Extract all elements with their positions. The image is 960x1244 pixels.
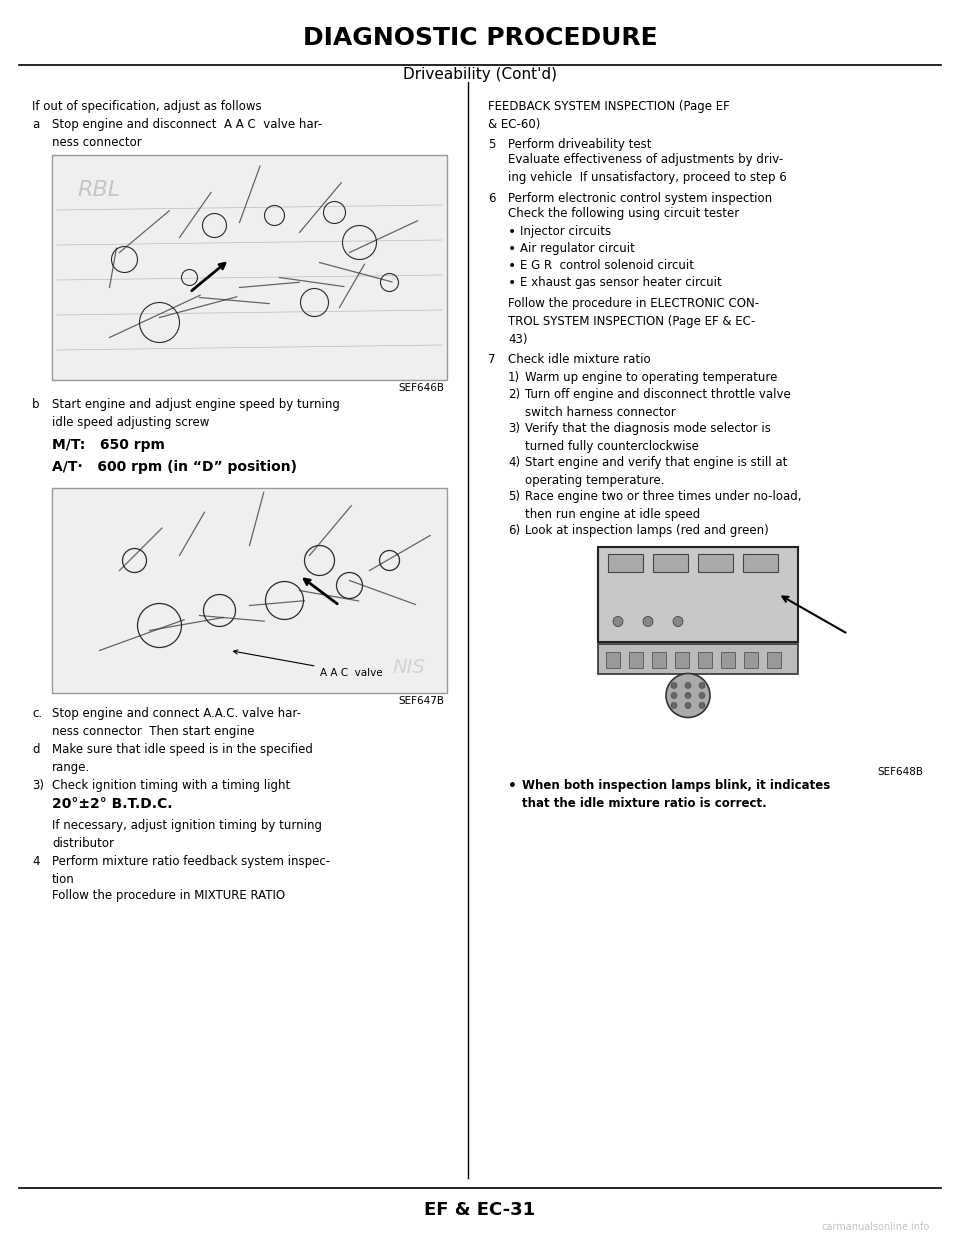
Text: E G R  control solenoid circuit: E G R control solenoid circuit — [520, 259, 694, 272]
Circle shape — [671, 693, 677, 698]
Text: Evaluate effectiveness of adjustments by driv-
ing vehicle  If unsatisfactory, p: Evaluate effectiveness of adjustments by… — [508, 153, 787, 184]
Text: M/T:   650 rpm: M/T: 650 rpm — [52, 438, 165, 452]
Text: FEEDBACK SYSTEM INSPECTION (Page EF
& EC-60): FEEDBACK SYSTEM INSPECTION (Page EF & EC… — [488, 100, 730, 131]
Text: 20°±2° B.T.D.C.: 20°±2° B.T.D.C. — [52, 797, 173, 811]
Bar — [652, 652, 666, 668]
Circle shape — [671, 683, 677, 688]
Text: Start engine and verify that engine is still at
operating temperature.: Start engine and verify that engine is s… — [525, 457, 787, 486]
Bar — [653, 554, 688, 571]
Bar — [52, 156, 447, 379]
Text: Air regulator circuit: Air regulator circuit — [520, 243, 635, 255]
Text: •: • — [508, 259, 516, 272]
Text: •: • — [508, 779, 516, 792]
Text: 1): 1) — [508, 371, 520, 384]
Bar — [598, 643, 798, 673]
Text: NIS: NIS — [392, 658, 424, 677]
Text: Make sure that idle speed is in the specified
range.: Make sure that idle speed is in the spec… — [52, 743, 313, 774]
Text: c.: c. — [32, 707, 42, 720]
Text: 5: 5 — [488, 138, 495, 151]
Text: Perform driveability test: Perform driveability test — [508, 138, 652, 151]
Text: SEF648B: SEF648B — [877, 768, 923, 778]
Text: 5): 5) — [508, 490, 520, 503]
Text: Driveability (Cont'd): Driveability (Cont'd) — [403, 67, 557, 82]
Text: A/T·   600 rpm (in “D” position): A/T· 600 rpm (in “D” position) — [52, 460, 297, 474]
Text: Check the following using circuit tester: Check the following using circuit tester — [508, 207, 739, 220]
Text: Warm up engine to operating temperature: Warm up engine to operating temperature — [525, 371, 778, 384]
Bar — [698, 652, 712, 668]
Text: 4: 4 — [32, 855, 39, 868]
Text: Follow the procedure in MIXTURE RATIO: Follow the procedure in MIXTURE RATIO — [52, 889, 285, 902]
Bar — [698, 554, 733, 571]
Bar — [743, 554, 778, 571]
Bar — [606, 652, 620, 668]
Text: Race engine two or three times under no-load,
then run engine at idle speed: Race engine two or three times under no-… — [525, 490, 802, 521]
Circle shape — [643, 617, 653, 627]
Bar — [721, 652, 735, 668]
Text: Check idle mixture ratio: Check idle mixture ratio — [508, 353, 651, 366]
Bar — [608, 554, 643, 571]
Text: carmanualsonline.info: carmanualsonline.info — [822, 1222, 930, 1232]
Bar — [508, 549, 928, 764]
Bar — [598, 546, 798, 642]
Text: Stop engine and disconnect  A A C  valve har-
ness connector: Stop engine and disconnect A A C valve h… — [52, 118, 323, 149]
Bar — [744, 652, 758, 668]
Bar — [52, 488, 447, 693]
Text: Turn off engine and disconnect throttle valve
switch harness connector: Turn off engine and disconnect throttle … — [525, 388, 791, 419]
Text: RBL: RBL — [77, 180, 120, 200]
Text: Check ignition timing with a timing light: Check ignition timing with a timing ligh… — [52, 779, 290, 792]
Text: EF & EC-31: EF & EC-31 — [424, 1200, 536, 1219]
Text: 7: 7 — [488, 353, 495, 366]
Text: Verify that the diagnosis mode selector is
turned fully counterclockwise: Verify that the diagnosis mode selector … — [525, 422, 771, 453]
Text: d: d — [32, 743, 39, 756]
Circle shape — [685, 703, 691, 709]
Text: Start engine and adjust engine speed by turning
idle speed adjusting screw: Start engine and adjust engine speed by … — [52, 398, 340, 429]
Circle shape — [685, 693, 691, 698]
Text: A A C  valve: A A C valve — [233, 649, 382, 678]
Text: Perform mixture ratio feedback system inspec-
tion: Perform mixture ratio feedback system in… — [52, 855, 330, 886]
Text: 4): 4) — [508, 457, 520, 469]
Text: 6): 6) — [508, 524, 520, 537]
Circle shape — [699, 693, 705, 698]
Circle shape — [666, 673, 710, 718]
Circle shape — [685, 683, 691, 688]
Text: E xhaust gas sensor heater circuit: E xhaust gas sensor heater circuit — [520, 276, 722, 289]
Bar — [675, 652, 689, 668]
Text: SEF647B: SEF647B — [398, 695, 444, 707]
Text: 6: 6 — [488, 192, 495, 205]
Text: If out of specification, adjust as follows: If out of specification, adjust as follo… — [32, 100, 262, 113]
Text: Injector circuits: Injector circuits — [520, 225, 612, 238]
Text: •: • — [508, 243, 516, 256]
Circle shape — [613, 617, 623, 627]
Text: •: • — [508, 225, 516, 239]
Text: Stop engine and connect A.A.C. valve har-
ness connector  Then start engine: Stop engine and connect A.A.C. valve har… — [52, 707, 301, 738]
Text: b: b — [32, 398, 39, 411]
Text: 3): 3) — [32, 779, 44, 792]
Text: 3): 3) — [508, 422, 520, 435]
Text: DIAGNOSTIC PROCEDURE: DIAGNOSTIC PROCEDURE — [302, 26, 658, 50]
Text: a: a — [32, 118, 39, 131]
Text: SEF646B: SEF646B — [398, 383, 444, 393]
Circle shape — [699, 683, 705, 688]
Text: When both inspection lamps blink, it indicates
that the idle mixture ratio is co: When both inspection lamps blink, it ind… — [522, 779, 830, 810]
Text: 2): 2) — [508, 388, 520, 401]
Bar — [767, 652, 781, 668]
Text: Follow the procedure in ELECTRONIC CON-
TROL SYSTEM INSPECTION (Page EF & EC-
43: Follow the procedure in ELECTRONIC CON- … — [508, 297, 759, 346]
Circle shape — [671, 703, 677, 709]
Text: Perform electronic control system inspection: Perform electronic control system inspec… — [508, 192, 772, 205]
Text: •: • — [508, 276, 516, 290]
Circle shape — [673, 617, 683, 627]
Text: Look at inspection lamps (red and green): Look at inspection lamps (red and green) — [525, 524, 769, 537]
Bar — [629, 652, 643, 668]
Text: If necessary, adjust ignition timing by turning
distributor: If necessary, adjust ignition timing by … — [52, 819, 322, 850]
Circle shape — [699, 703, 705, 709]
